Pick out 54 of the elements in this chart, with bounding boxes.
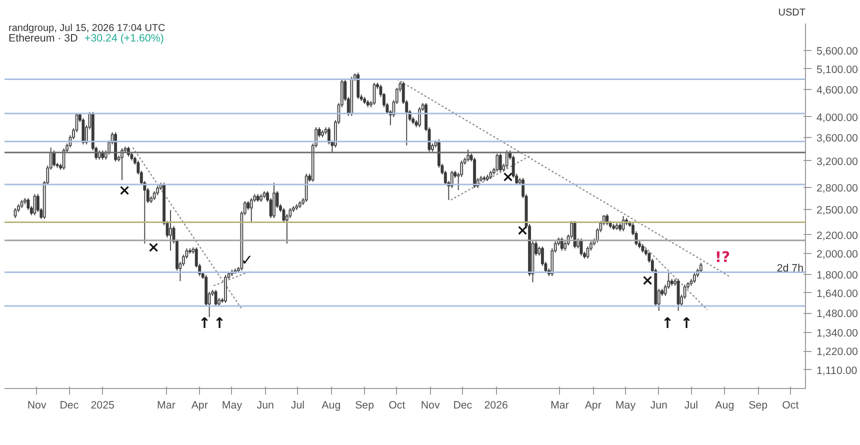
y-tick-label: 5,600.00: [816, 45, 858, 58]
text: Ethereum · 3D: [8, 32, 78, 44]
y-tick-label: 1,640.00: [816, 288, 858, 300]
x-tick-label: Jun: [650, 400, 668, 412]
annotation: ×: [502, 168, 514, 186]
y-tick-label: 2,500.00: [816, 204, 858, 217]
x-tick-label: Dec: [453, 400, 473, 412]
annotation: ↑: [661, 315, 674, 332]
x-tick-label: Sep: [355, 400, 374, 412]
y-tick-label: 1,340.00: [816, 328, 858, 340]
x-tick-label: Oct: [388, 400, 406, 412]
y-tick-label: 2,800.00: [816, 182, 858, 194]
x-tick-label: Apr: [191, 400, 208, 412]
x-tick-label: Nov: [420, 400, 440, 412]
x-tick-label: Dec: [60, 400, 80, 412]
annotation: ×: [641, 272, 654, 289]
x-tick-label: Jun: [256, 400, 274, 412]
text: +30.24 (+1.60%): [84, 32, 164, 44]
annotation: ↑: [680, 315, 693, 332]
y-axis-title: USDT: [778, 8, 806, 18]
annotation: ↑: [198, 315, 211, 332]
annotation: ×: [516, 222, 529, 239]
y-tick-label: 5,100.00: [816, 64, 858, 76]
annotation: ↑: [213, 315, 226, 332]
x-tick-label: Jul: [290, 400, 305, 412]
x-tick-label: Mar: [157, 400, 176, 412]
x-tick-label: Aug: [322, 400, 341, 412]
y-tick-label: 1,110.00: [816, 364, 858, 377]
x-tick-label: Sep: [748, 400, 768, 412]
x-tick-label: 2025: [90, 400, 115, 412]
y-tick-label: 1,480.00: [816, 308, 858, 320]
x-tick-label: Aug: [715, 400, 734, 412]
y-tick-label: 1,800.00: [816, 269, 858, 282]
y-tick-label: 3,200.00: [816, 156, 858, 168]
x-tick-label: 2026: [484, 400, 508, 412]
y-tick-label: 1,220.00: [816, 346, 858, 358]
x-tick-label: Oct: [782, 400, 799, 412]
x-tick-label: May: [222, 400, 243, 412]
annotation: ×: [147, 239, 160, 256]
annotation: ×: [118, 182, 131, 199]
y-tick-label: 2,000.00: [816, 248, 858, 261]
y-tick-label: 2,200.00: [816, 230, 858, 242]
annotation: ✓: [240, 252, 254, 270]
x-tick-label: Mar: [550, 400, 570, 412]
y-tick-label: 3,600.00: [816, 132, 858, 145]
x-tick-label: Jul: [684, 400, 698, 412]
annotation: !?: [714, 249, 730, 266]
annotation: 2d 7h: [776, 262, 804, 274]
y-tick-label: 4,000.00: [816, 112, 858, 124]
x-tick-label: Nov: [27, 400, 47, 412]
x-tick-label: May: [615, 400, 636, 412]
x-tick-label: Apr: [584, 400, 602, 412]
y-tick-label: 4,600.00: [816, 84, 858, 96]
annotation: randgroup, Jul 15, 2026 17:04 UTC: [8, 23, 166, 34]
